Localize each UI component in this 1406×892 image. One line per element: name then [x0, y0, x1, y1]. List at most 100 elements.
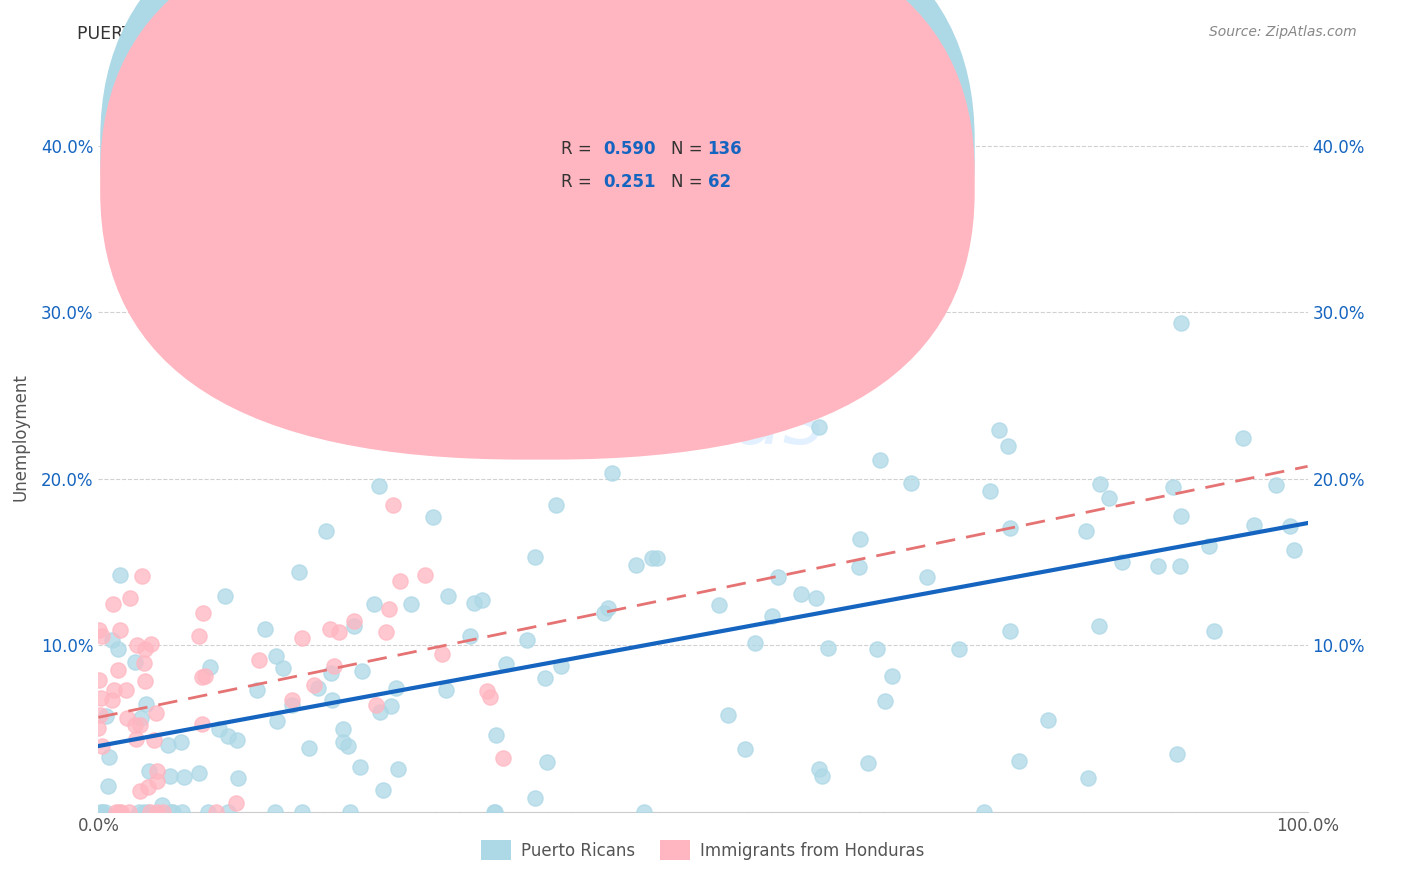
Point: [1232, 432, 1254, 446]
Point: [129, 784, 152, 798]
Point: [1170, 509, 1192, 524]
Point: [368, 705, 391, 719]
Point: [128, 805, 150, 819]
Point: [115, 711, 138, 725]
Point: [128, 718, 150, 732]
Point: [873, 693, 896, 707]
Text: N =: N =: [671, 173, 707, 191]
Point: [1111, 555, 1133, 569]
Point: [869, 453, 891, 467]
Point: [1166, 747, 1188, 762]
Point: [523, 791, 546, 805]
Point: [108, 805, 131, 819]
Point: [290, 631, 312, 645]
Point: [91, 739, 114, 753]
Point: [596, 601, 619, 615]
Point: [463, 596, 485, 610]
Point: [156, 738, 179, 752]
Point: [141, 637, 163, 651]
Point: [1282, 543, 1305, 558]
Point: [134, 642, 156, 657]
Point: [1278, 519, 1301, 533]
Point: [150, 797, 173, 812]
Point: [146, 774, 169, 789]
Point: [105, 805, 128, 819]
Point: [744, 635, 766, 649]
Point: [169, 735, 191, 749]
Point: [321, 666, 343, 681]
Point: [848, 560, 870, 574]
Point: [266, 714, 288, 728]
Point: [998, 624, 1021, 638]
Point: [302, 678, 325, 692]
Point: [381, 499, 404, 513]
Point: [98, 750, 121, 764]
Point: [159, 769, 181, 783]
Point: [626, 558, 648, 572]
Point: [127, 638, 149, 652]
Point: [107, 641, 129, 656]
Point: [544, 498, 567, 512]
Point: [413, 568, 436, 582]
Point: [288, 565, 311, 579]
Point: [866, 641, 889, 656]
Point: [363, 598, 385, 612]
Point: [388, 574, 411, 588]
Point: [332, 722, 354, 736]
Point: [536, 755, 558, 769]
Point: [717, 708, 740, 723]
Point: [94, 709, 117, 723]
Point: [479, 690, 502, 704]
Point: [366, 698, 388, 712]
Point: [998, 521, 1021, 535]
Point: [108, 567, 131, 582]
Point: [1243, 517, 1265, 532]
Point: [434, 683, 457, 698]
Point: [387, 762, 409, 776]
Point: [132, 657, 155, 671]
Point: [87, 623, 110, 637]
Point: [146, 764, 169, 779]
Point: [1098, 491, 1121, 505]
Point: [146, 805, 169, 819]
Text: 62: 62: [707, 173, 731, 191]
Point: [97, 779, 120, 793]
Point: [124, 718, 146, 732]
Point: [915, 570, 938, 584]
Point: [118, 805, 141, 819]
Point: [162, 805, 184, 819]
Point: [385, 681, 408, 696]
Point: [707, 598, 730, 612]
Point: [91, 629, 114, 643]
Point: [321, 693, 343, 707]
Point: [101, 632, 124, 647]
Point: [485, 728, 508, 742]
Point: [1163, 480, 1185, 494]
Point: [550, 659, 572, 673]
Point: [900, 475, 922, 490]
Point: [484, 805, 506, 819]
Point: [492, 750, 515, 764]
Point: [948, 642, 970, 657]
Point: [988, 423, 1011, 437]
Point: [125, 731, 148, 746]
Point: [328, 625, 350, 640]
Point: [217, 805, 239, 819]
Point: [371, 783, 394, 797]
Point: [298, 740, 321, 755]
Point: [90, 805, 112, 819]
Point: [307, 681, 329, 695]
Point: [524, 549, 547, 564]
Point: [695, 350, 717, 364]
Point: [1264, 477, 1286, 491]
Point: [191, 606, 214, 620]
Point: [172, 805, 194, 819]
Point: [100, 693, 122, 707]
Point: [197, 805, 219, 819]
Point: [482, 805, 505, 819]
Point: [191, 717, 214, 731]
Text: atlas: atlas: [630, 383, 825, 461]
Point: [107, 663, 129, 677]
Point: [264, 648, 287, 663]
Text: 136: 136: [707, 140, 742, 158]
